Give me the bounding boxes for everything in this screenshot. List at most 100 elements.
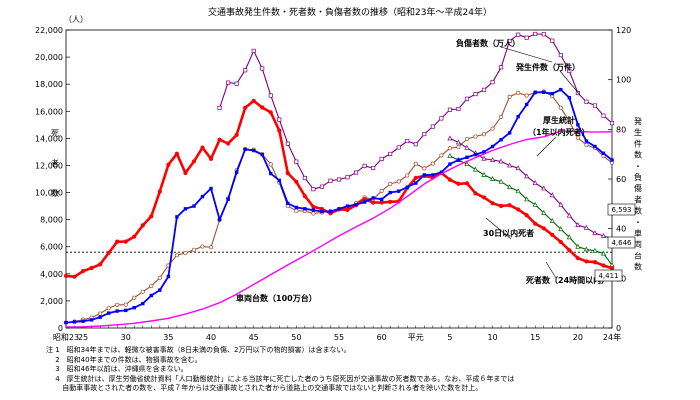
series-point [490,126,495,131]
series-point [405,138,410,144]
series-point [140,223,145,228]
series-point [277,178,281,183]
series-point [490,80,495,85]
series-point [260,105,265,110]
series-point [183,207,188,211]
left-tick-label: 0 [58,324,63,333]
series-point [64,320,68,325]
series-point [217,137,222,142]
series-point [217,105,222,111]
left-axis-title-char: 者 [51,159,59,168]
series-layer [63,31,615,328]
x-tick-label: 45 [249,333,259,342]
left-tick-label: 22,000 [35,26,63,35]
series-point [98,311,103,316]
series-point [473,92,478,97]
series-point [575,222,581,228]
series-point [533,221,538,226]
series-point [524,213,529,218]
series-point [481,171,487,177]
series-point [473,134,478,139]
series-point [243,68,248,73]
series-point [371,166,376,171]
series-point [498,203,504,209]
series-point [507,184,513,190]
series-label: 死者数（24時間以内） [525,275,609,285]
series-point [559,87,563,92]
series-label: 30日以内死者 [483,228,534,238]
series-point [413,142,418,147]
series-point [430,124,435,129]
series-point [251,148,256,153]
series-point [575,135,580,140]
right-axis-title-char: 台 [634,250,642,260]
left-tick-label: 6,000 [40,243,63,252]
leader-line [500,46,553,63]
series-point [234,170,239,174]
series-point [532,180,538,186]
series-point [132,234,137,239]
right-axis-title-char: 数 [634,206,642,216]
series-line-6 [65,130,613,328]
series-point [584,139,589,143]
series-point [115,239,120,244]
series-point [464,144,470,150]
axes-layer: 0 2,000 4,000 6,000 8,000 10,000 12,000 14,000 1… [35,26,642,342]
series-point [157,189,162,194]
series-point [464,181,470,186]
series-point [499,138,503,142]
series-point [337,207,341,211]
series-point [516,90,521,95]
right-axis-title-char: 傷 [634,183,642,193]
series-point [515,165,521,171]
series-point [192,204,196,208]
series-point [81,319,85,323]
right-axis-title-char: 数 [634,150,642,160]
series-point [251,48,256,53]
series-point [481,132,487,137]
series-point [558,53,563,58]
series-point [524,173,530,179]
series-point [260,152,264,157]
x-tick-label: 10 [487,333,497,342]
series-point [388,199,393,204]
series-point [439,116,444,121]
series-point [524,102,529,107]
series-point [498,178,504,184]
series-point [516,207,521,212]
series-point [567,248,572,253]
right-tick-label: 60 [616,175,626,184]
series-point [388,190,392,195]
series-point [456,181,461,186]
series-point [499,114,504,119]
series-point [448,162,452,166]
series-point [379,197,384,202]
series-point [362,196,367,202]
series-point [149,283,154,289]
right-axis-title-char: 者 [634,195,642,204]
series-point [140,289,145,294]
series-point [132,305,136,310]
series-point [115,309,119,313]
series-point [89,265,94,271]
right-axis-title-char: ・ [634,162,642,171]
series-point [98,315,102,319]
series-point [464,96,470,101]
series-point [286,201,290,206]
x-tick-label: 25 [78,333,88,342]
series-point [243,105,248,110]
footnote-2: 2 昭和40年までの件数は、物損事故を含む。 [46,355,202,364]
series-point [583,246,589,252]
series-point [592,260,598,265]
series-point [123,302,128,307]
series-point [541,209,547,215]
series-point [209,186,213,191]
series-point [302,175,307,181]
series-point [166,162,171,167]
series-point [507,162,513,168]
x-tick-label: 50 [291,333,301,342]
series-point [371,200,376,205]
series-point [489,176,496,181]
series-point [217,217,222,222]
